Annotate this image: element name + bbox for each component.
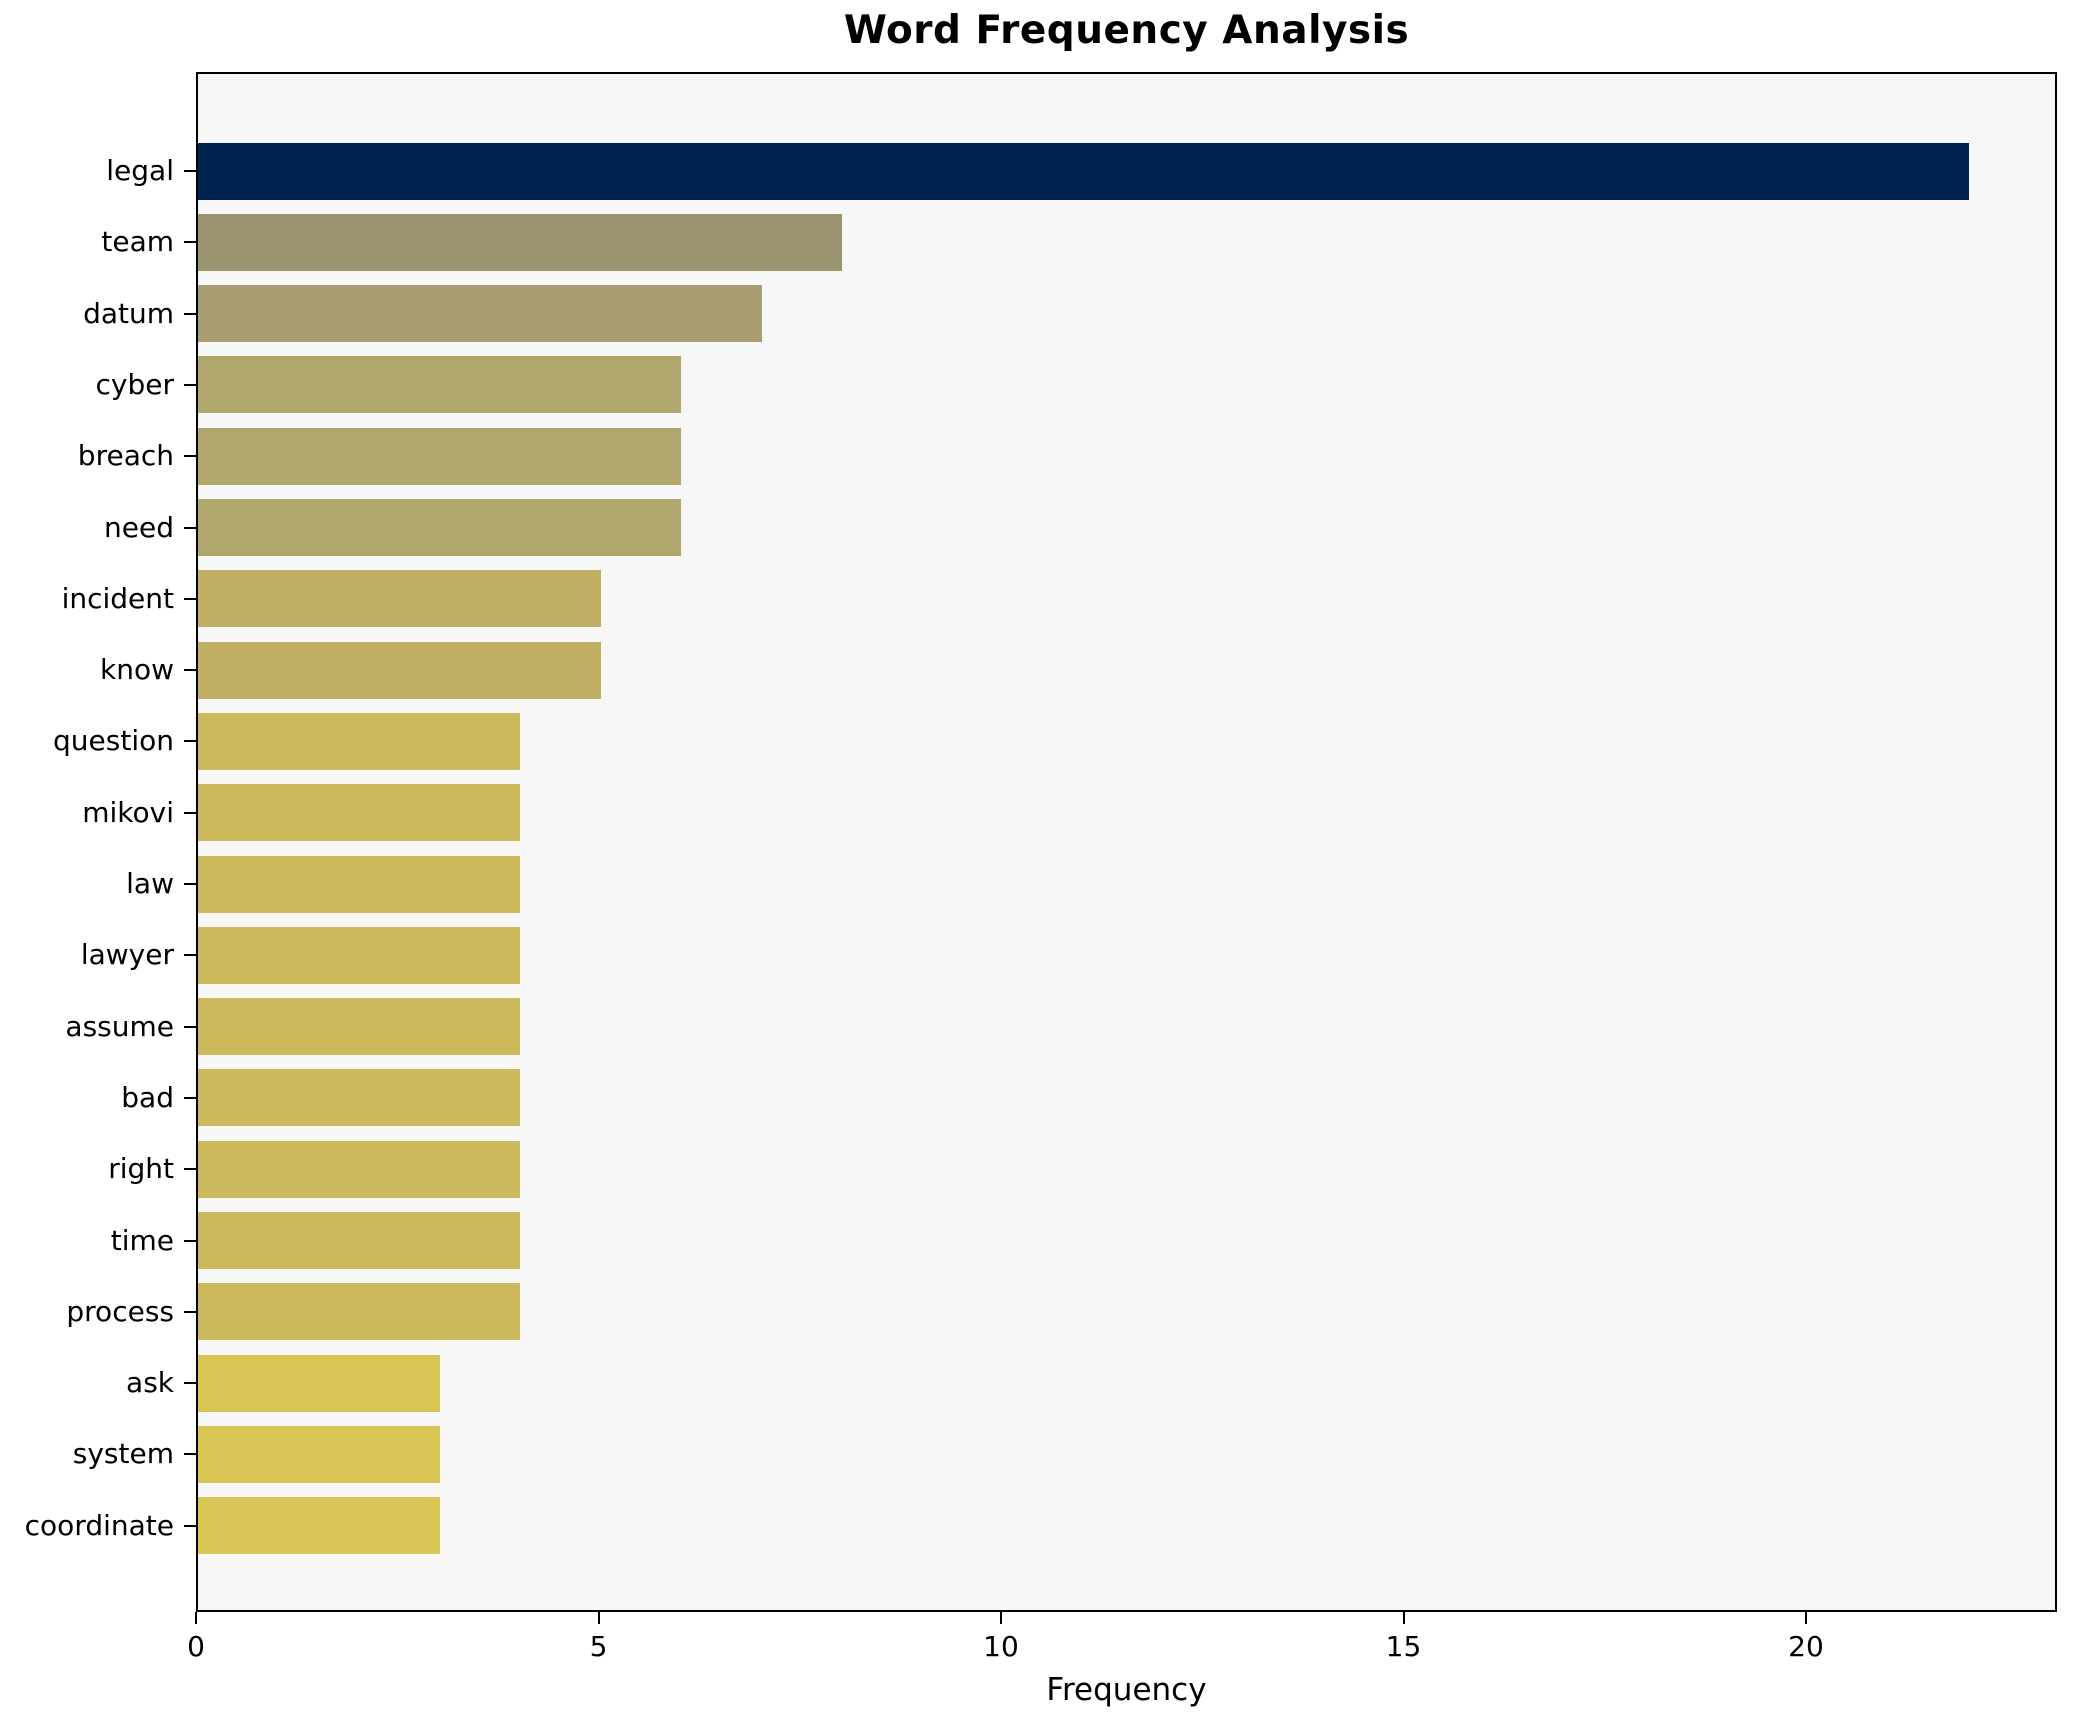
y-tick-label-know: know (100, 652, 174, 686)
bar-row-legal (198, 142, 2055, 200)
y-tick-mark-system (184, 1453, 196, 1456)
bar-right (198, 1140, 520, 1198)
y-tick-label-breach: breach (77, 439, 174, 473)
x-tick-label-5: 5 (589, 1630, 608, 1663)
bar-mikovi (198, 784, 520, 842)
y-tick-mark-time (184, 1239, 196, 1242)
y-tick-label-system: system (72, 1437, 174, 1471)
y-tick-label-assume: assume (65, 1009, 174, 1043)
bar-team (198, 213, 842, 271)
x-tick-label-15: 15 (1385, 1630, 1422, 1663)
bar-row-ask (198, 1354, 2055, 1412)
y-tick-mark-assume (184, 1025, 196, 1028)
bar-row-know (198, 641, 2055, 699)
bar-row-right (198, 1140, 2055, 1198)
bar-row-time (198, 1212, 2055, 1269)
y-tick-label-bad: bad (121, 1080, 174, 1114)
y-tick-mark-right (184, 1168, 196, 1171)
y-tick-label-need: need (104, 510, 174, 544)
bar-incident (198, 570, 601, 628)
y-tick-label-team: team (101, 225, 174, 259)
y-tick-mark-incident (184, 597, 196, 600)
x-axis-label: Frequency (1046, 1672, 1207, 1708)
y-tick-label-time: time (110, 1223, 174, 1257)
bar-bad (198, 1069, 520, 1127)
y-tick-mark-mikovi (184, 811, 196, 814)
bar-row-breach (198, 427, 2055, 485)
y-tick-mark-team (184, 241, 196, 244)
bar-row-need (198, 499, 2055, 556)
bar-assume (198, 998, 520, 1056)
bar-ask (198, 1354, 440, 1412)
bar-datum (198, 285, 762, 343)
x-tick-mark-5 (597, 1612, 600, 1624)
bar-cyber (198, 356, 681, 414)
bar-row-lawyer (198, 926, 2055, 984)
y-tick-mark-coordinate (184, 1524, 196, 1527)
bar-coordinate (198, 1497, 440, 1555)
y-tick-label-incident: incident (61, 581, 174, 615)
bar-row-process (198, 1283, 2055, 1341)
bar-row-coordinate (198, 1497, 2055, 1555)
y-tick-label-process: process (66, 1294, 174, 1328)
bar-question (198, 712, 520, 770)
x-tick-label-0: 0 (187, 1630, 205, 1663)
chart-title: Word Frequency Analysis (843, 8, 1410, 53)
bar-legal (198, 142, 1969, 200)
bar-row-assume (198, 998, 2055, 1056)
bar-row-system (198, 1425, 2055, 1483)
y-tick-label-question: question (53, 724, 174, 758)
bar-system (198, 1425, 440, 1483)
y-tick-mark-question (184, 740, 196, 743)
y-tick-mark-lawyer (184, 954, 196, 957)
plot-area (196, 72, 2057, 1612)
y-tick-label-coordinate: coordinate (24, 1508, 174, 1542)
y-tick-label-right: right (108, 1152, 174, 1186)
y-tick-label-legal: legal (106, 153, 174, 187)
bar-process (198, 1283, 520, 1341)
y-tick-label-mikovi: mikovi (82, 795, 174, 829)
x-tick-mark-20 (1805, 1612, 1807, 1624)
y-tick-label-cyber: cyber (95, 367, 174, 401)
bar-breach (198, 427, 681, 485)
bar-row-bad (198, 1069, 2055, 1127)
x-tick-mark-15 (1402, 1612, 1405, 1624)
y-tick-mark-legal (184, 170, 196, 172)
y-tick-mark-breach (184, 455, 196, 458)
y-tick-mark-bad (184, 1096, 196, 1099)
x-tick-mark-0 (195, 1612, 197, 1624)
y-tick-mark-law (184, 883, 196, 885)
x-tick-label-10: 10 (983, 1630, 1019, 1663)
y-tick-label-datum: datum (83, 296, 174, 330)
bar-row-team (198, 213, 2055, 271)
bar-row-cyber (198, 356, 2055, 414)
bar-row-law (198, 855, 2055, 913)
bar-need (198, 499, 681, 556)
bar-row-mikovi (198, 784, 2055, 842)
bar-time (198, 1212, 520, 1269)
y-tick-label-ask: ask (126, 1365, 174, 1399)
y-tick-mark-ask (184, 1382, 196, 1385)
y-tick-mark-know (184, 669, 196, 672)
y-tick-label-law: law (126, 866, 174, 900)
bar-row-incident (198, 570, 2055, 628)
y-tick-mark-cyber (184, 383, 196, 386)
y-tick-mark-process (184, 1310, 196, 1313)
bar-row-question (198, 712, 2055, 770)
x-tick-label-20: 20 (1788, 1630, 1824, 1663)
bar-lawyer (198, 926, 520, 984)
x-tick-mark-10 (1000, 1612, 1002, 1624)
y-tick-mark-datum (184, 312, 196, 315)
bar-law (198, 855, 520, 913)
y-tick-mark-need (184, 526, 196, 529)
bar-know (198, 641, 601, 699)
bar-row-datum (198, 285, 2055, 343)
y-tick-label-lawyer: lawyer (80, 938, 174, 972)
